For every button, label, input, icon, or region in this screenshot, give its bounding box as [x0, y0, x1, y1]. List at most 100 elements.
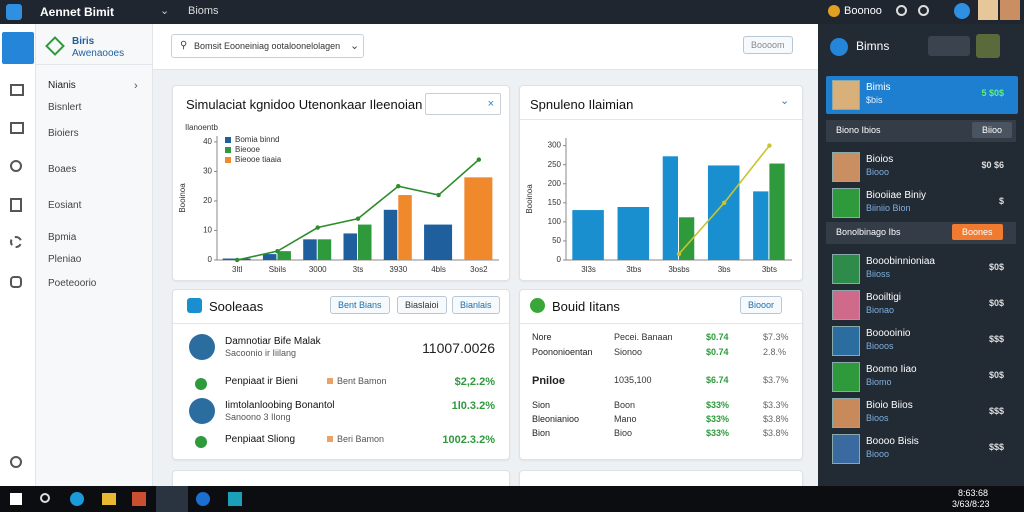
close-box[interactable]: × [425, 93, 501, 115]
y-tick-label: 40 [203, 137, 212, 146]
nav-item[interactable]: Boaes [48, 164, 77, 175]
avatar [832, 188, 860, 218]
search-bar: ⚲ Bomsit Eooneiniag ootaloonelolagen ⌄ B… [153, 24, 818, 70]
rail-icon[interactable] [10, 276, 22, 288]
search-arrow: ⌄ [350, 40, 360, 52]
tab[interactable]: Bioms [188, 5, 219, 17]
cell: 2.8.% [763, 347, 787, 357]
close-icon[interactable]: × [487, 98, 494, 110]
dropdown-arrow[interactable]: ⌄ [160, 5, 170, 17]
search-box[interactable]: ⚲ Bomsit Eooneiniag ootaloonelolagen ⌄ [171, 34, 364, 58]
legend-swatch [225, 147, 231, 153]
panel-item-sub: Biiniio Bion [866, 203, 911, 213]
avatar[interactable] [978, 0, 998, 20]
x-tick-label: 3tbs [626, 265, 641, 274]
expand-icon[interactable]: ⌄ [780, 95, 790, 107]
status-icon[interactable] [896, 5, 907, 16]
action-button[interactable]: Boooom [743, 36, 793, 54]
rail-icon[interactable] [10, 236, 22, 248]
rail-icon[interactable] [10, 198, 22, 212]
search-placeholder: Bomsit Eooneiniag ootaloonelolagen [194, 41, 341, 51]
card-button[interactable]: Biooor [740, 296, 783, 314]
start-button[interactable] [10, 493, 22, 505]
bar [464, 177, 493, 260]
chart: 0 10 20 30 40 Ilanoentb Booinoa 3ltl Sbils 3000 3t… [178, 123, 499, 274]
avatar [832, 290, 860, 320]
collapse-icon[interactable]: › [134, 80, 138, 92]
cell: Bleonianioo [532, 414, 580, 424]
avatar[interactable] [1000, 0, 1020, 20]
bar [753, 191, 769, 260]
row-name: Penpiaat Sliong [225, 434, 296, 445]
line-point [355, 216, 361, 221]
nav-item[interactable]: Nianis [48, 80, 76, 91]
taskbar-app[interactable] [102, 493, 116, 505]
row-value: 1002.3.2% [442, 434, 495, 446]
rail-icon[interactable] [10, 160, 22, 172]
rail-icon[interactable] [10, 122, 24, 134]
panel-item-name[interactable]: Bioio Biios [866, 400, 913, 411]
tag-dot [327, 436, 333, 442]
rail-icon[interactable] [10, 456, 22, 468]
panel-item-name[interactable]: Booiltigi [866, 292, 902, 303]
panel-avatar[interactable] [976, 34, 1000, 58]
divider [520, 323, 802, 324]
notify-icon[interactable] [954, 3, 970, 19]
divider [36, 64, 153, 65]
panel-action-button[interactable]: Boones [952, 224, 1003, 240]
cell: Sionoo [614, 347, 643, 357]
card-title: Sooleaas [209, 299, 264, 314]
row-name: Damnotiar Bife Malak [225, 336, 321, 347]
bar [662, 156, 678, 260]
cell: $3.7% [763, 375, 789, 385]
legend-label: Bieooe [235, 145, 260, 154]
nav-item[interactable]: Bpmia [48, 232, 77, 243]
panel-button[interactable] [928, 36, 970, 56]
panel-item-value: $0$ [988, 370, 1004, 380]
panel-item-name[interactable]: Booobinnioniaa [866, 256, 935, 267]
taskbar-app[interactable] [196, 492, 210, 506]
rail-icon[interactable] [10, 84, 24, 96]
panel-item-sub: Bioos [866, 413, 889, 423]
panel-item-name[interactable]: Booooinio [866, 328, 911, 339]
bar [398, 195, 412, 260]
card-button[interactable]: Bent Bians [330, 296, 390, 314]
row-icon [195, 436, 207, 448]
chart-card: Simulaciat kgnidoo Utenonkaar Ileenoian … [172, 85, 510, 281]
panel-item-name[interactable]: Biooiiae Biniy [866, 190, 927, 201]
taskbar-app[interactable] [132, 492, 146, 506]
panel-item-name[interactable]: Boooo Bisis [866, 436, 919, 447]
y-label: Ilanoentb [185, 123, 218, 132]
clock-time: 8:63:68 [958, 488, 989, 498]
panel-item-name[interactable]: Bimis [866, 82, 891, 93]
chart: 0 50 100 150 200 250 300 Booinoa 3l3s 3tbs 3bsbs 3b… [525, 138, 792, 274]
nav-item[interactable]: Eosiant [48, 200, 82, 211]
panel-item-name[interactable]: Boomo Iiao [866, 364, 917, 375]
taskbar-app[interactable] [70, 492, 84, 506]
line-point [436, 192, 441, 198]
settings-icon[interactable] [918, 5, 929, 16]
search-button[interactable] [40, 493, 50, 503]
row-tag: Bent Bamon [337, 376, 387, 386]
bar [317, 239, 332, 260]
nav-item[interactable]: Bioiers [48, 128, 79, 139]
rail-icon-active[interactable] [2, 32, 34, 64]
card-button[interactable]: Bianlais [452, 296, 500, 314]
bar [424, 224, 453, 260]
cell: $3.8% [763, 428, 789, 438]
nav-item[interactable]: Poeteoorio [48, 278, 97, 289]
user-name[interactable]: Boonoo [844, 5, 882, 17]
panel-item-name[interactable]: Bioios [866, 154, 894, 165]
nav-item[interactable]: Pleniao [48, 254, 82, 265]
taskbar-app[interactable] [228, 492, 242, 506]
bar [277, 251, 291, 260]
divider [173, 323, 509, 324]
nav-item[interactable]: Bisnlert [48, 102, 82, 113]
panel-item-sub: Biooo [866, 167, 890, 177]
panel-action-button[interactable]: Biioo [972, 122, 1013, 138]
avatar [832, 254, 860, 284]
taskbar-app-active[interactable] [156, 486, 188, 512]
row-name: Iimtolanloobing Bonantol [225, 400, 335, 411]
tag-dot [327, 378, 333, 384]
card-button[interactable]: Biaslaioi [397, 296, 447, 314]
